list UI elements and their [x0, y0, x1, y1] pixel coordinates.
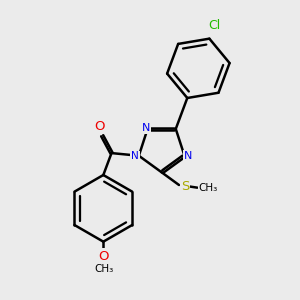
Text: Cl: Cl — [208, 19, 220, 32]
Text: N: N — [184, 151, 193, 161]
Text: S: S — [181, 180, 189, 193]
Text: CH₃: CH₃ — [94, 264, 114, 274]
Text: N: N — [142, 123, 150, 133]
Text: N: N — [131, 152, 139, 161]
Text: O: O — [98, 250, 109, 262]
Text: O: O — [94, 120, 105, 133]
Text: CH₃: CH₃ — [198, 183, 218, 193]
